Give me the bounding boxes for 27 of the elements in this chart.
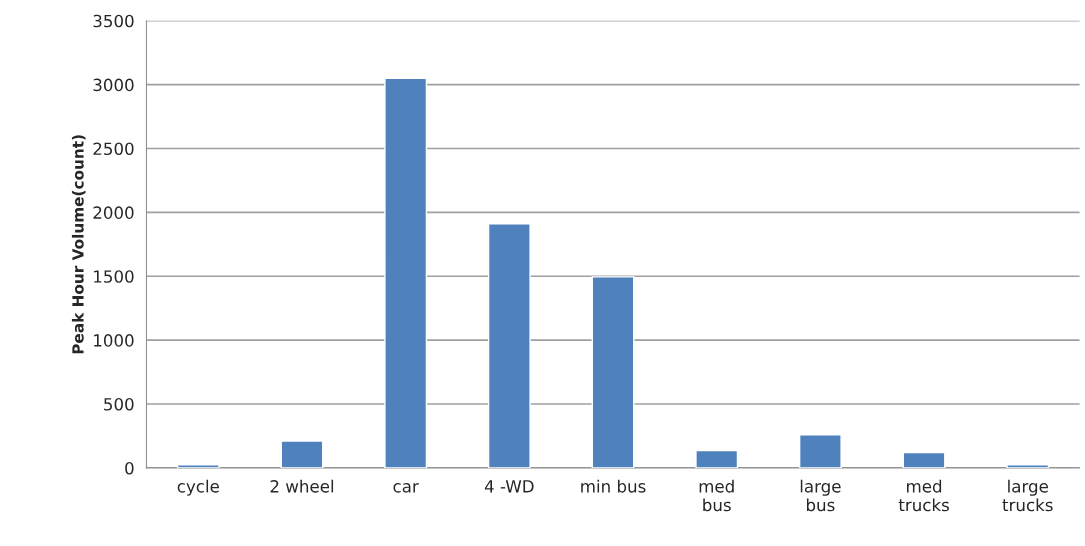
x-tick-label: med bus	[699, 479, 734, 512]
bar	[176, 464, 220, 468]
x-tick-label: med trucks	[898, 479, 949, 512]
bar	[591, 276, 635, 468]
y-tick-label: 3500	[93, 14, 134, 28]
x-tick-label: large trucks	[1002, 479, 1053, 512]
y-tick-label: 2000	[93, 206, 134, 219]
bar	[1006, 464, 1050, 468]
y-tick-label: 1500	[94, 270, 134, 283]
y-tick-label: 2500	[93, 142, 134, 156]
bar	[280, 440, 324, 468]
x-tick-label: min bus	[581, 479, 646, 493]
bar	[695, 449, 739, 468]
x-tick-label: car	[393, 483, 419, 493]
y-axis-title: Peak Hour Volume(count)	[71, 135, 86, 354]
x-tick-label: 2 wheel	[270, 479, 334, 493]
bar	[487, 223, 531, 468]
y-tick-label: 0	[125, 461, 134, 475]
x-tick-label: large bus	[800, 479, 841, 512]
x-tick-label: cycle	[177, 479, 219, 496]
y-tick-label: 1000	[94, 334, 134, 347]
bar	[798, 434, 842, 468]
x-tick-label: 4 -WD	[484, 480, 534, 493]
y-tick-label: 500	[104, 398, 134, 411]
bar	[384, 77, 428, 468]
bar	[902, 451, 946, 468]
y-tick-label: 3000	[93, 78, 134, 92]
